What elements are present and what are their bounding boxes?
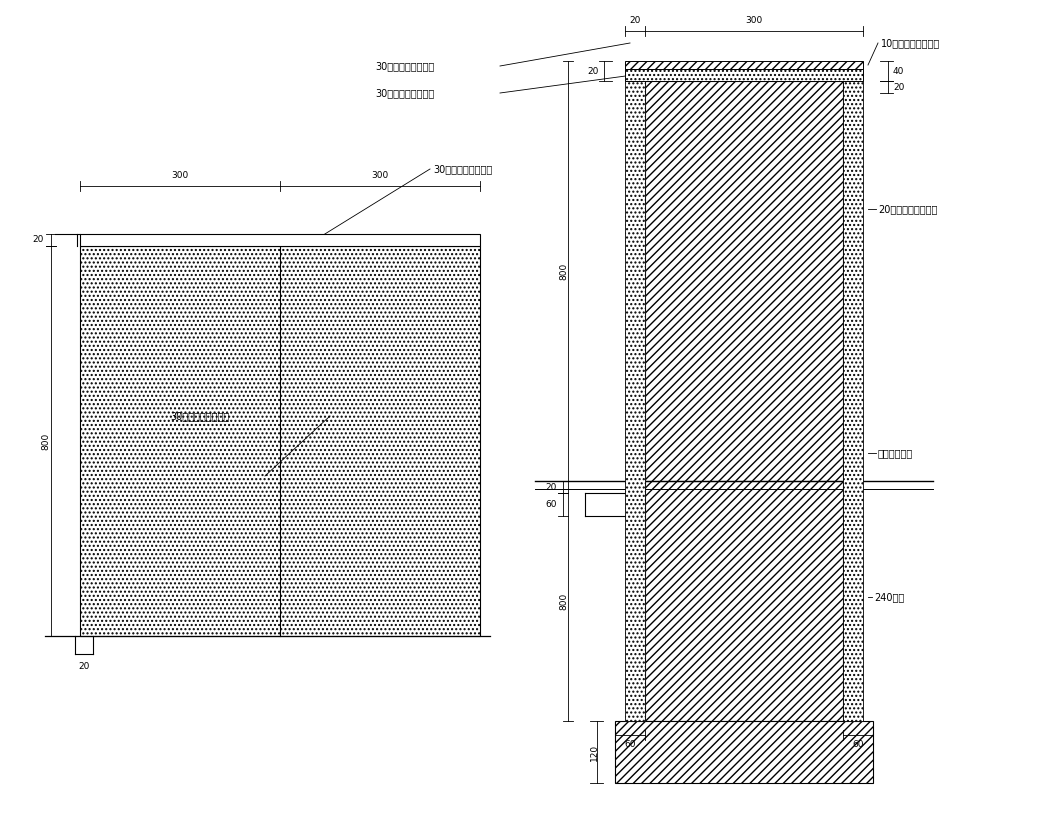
Bar (645, 81, 843, 721)
Bar (843, 81, 863, 721)
Bar (625, 81, 645, 721)
Text: 20: 20 (78, 662, 90, 671)
Text: 20: 20 (893, 82, 904, 91)
Text: 20: 20 (629, 16, 641, 25)
Text: 40: 40 (893, 66, 904, 76)
Text: 防水沙浆一道: 防水沙浆一道 (878, 448, 913, 458)
Text: 30厚樱花红花岗岩板: 30厚樱花红花岗岩板 (170, 411, 230, 421)
Text: 60: 60 (546, 500, 557, 509)
Text: 300: 300 (371, 171, 389, 180)
Text: 800: 800 (41, 432, 51, 450)
Text: 800: 800 (560, 263, 568, 279)
Text: 20: 20 (33, 235, 44, 244)
Bar (614, 721, 873, 783)
Text: 30厚樱花红花岗岩板: 30厚樱花红花岗岩板 (375, 61, 434, 71)
Text: 300: 300 (745, 16, 763, 25)
Text: 30厚樱花红花岗岩板: 30厚樱花红花岗岩板 (375, 88, 434, 98)
Bar (625, 69, 863, 81)
Text: 60: 60 (853, 740, 863, 749)
Bar (80, 246, 480, 636)
Text: 30厚樱花红花岗岩板: 30厚樱花红花岗岩板 (433, 164, 492, 174)
Text: 20厚水泥沙浆结合层: 20厚水泥沙浆结合层 (878, 204, 937, 214)
Text: 120: 120 (589, 744, 599, 760)
Text: 10厚樱花红花岗岩板: 10厚樱花红花岗岩板 (881, 38, 940, 48)
Text: 300: 300 (172, 171, 189, 180)
Text: 240砖墙: 240砖墙 (874, 592, 904, 602)
Bar (625, 61, 863, 69)
Bar (80, 234, 480, 246)
Text: 20: 20 (546, 483, 557, 491)
Text: 800: 800 (560, 593, 568, 610)
Text: 60: 60 (624, 740, 636, 749)
Text: 20: 20 (588, 66, 599, 76)
